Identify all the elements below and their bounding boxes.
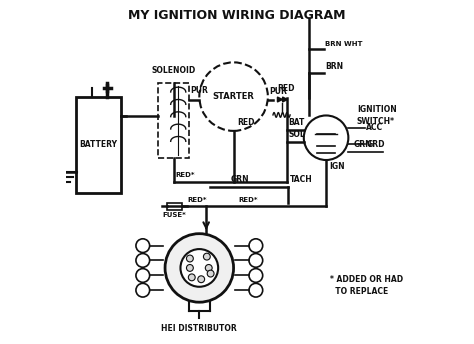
Text: STARTER: STARTER (213, 92, 255, 101)
Circle shape (136, 254, 150, 267)
Text: PUR: PUR (270, 87, 287, 96)
Circle shape (207, 270, 214, 277)
Text: ACC: ACC (366, 123, 383, 132)
Circle shape (165, 234, 234, 302)
Text: BRN: BRN (325, 62, 344, 71)
Bar (167, 203, 182, 210)
Text: RED*: RED* (175, 172, 195, 178)
Circle shape (249, 254, 263, 267)
Text: RED: RED (278, 84, 295, 93)
Text: SOL: SOL (288, 130, 305, 139)
Circle shape (205, 265, 212, 271)
Text: SOLENOID: SOLENOID (152, 66, 196, 75)
Bar (76, 97, 120, 193)
Text: IGN: IGN (329, 162, 345, 171)
Text: HEI DISTRIBUTOR: HEI DISTRIBUTOR (162, 324, 237, 333)
Text: IGNITION
SWITCH*: IGNITION SWITCH* (357, 105, 397, 126)
Circle shape (186, 255, 193, 262)
Text: TACH: TACH (290, 175, 313, 184)
Circle shape (249, 239, 263, 252)
Circle shape (304, 116, 348, 160)
Circle shape (186, 265, 193, 271)
Text: RED*: RED* (187, 197, 207, 203)
Text: PUR: PUR (191, 86, 209, 95)
Text: RED: RED (237, 118, 255, 128)
Circle shape (199, 62, 268, 131)
Circle shape (181, 249, 218, 287)
Circle shape (198, 276, 205, 283)
Circle shape (249, 283, 263, 297)
Text: RED*: RED* (239, 197, 258, 203)
Circle shape (136, 269, 150, 282)
Text: BATTERY: BATTERY (79, 140, 117, 149)
Text: GRD: GRD (366, 140, 385, 149)
Circle shape (188, 274, 195, 281)
Text: MY IGNITION WIRING DIAGRAM: MY IGNITION WIRING DIAGRAM (128, 9, 346, 22)
Circle shape (203, 253, 210, 260)
Text: GRN: GRN (230, 175, 249, 184)
Text: BAT: BAT (288, 118, 305, 127)
Text: * ADDED OR HAD
  TO REPLACE: * ADDED OR HAD TO REPLACE (329, 275, 402, 295)
Circle shape (136, 239, 150, 252)
Bar (158, 83, 189, 158)
Circle shape (249, 269, 263, 282)
Text: GRN: GRN (354, 140, 372, 149)
Circle shape (136, 283, 150, 297)
Text: BRN WHT: BRN WHT (325, 41, 363, 47)
Text: FUSE*: FUSE* (163, 213, 186, 218)
